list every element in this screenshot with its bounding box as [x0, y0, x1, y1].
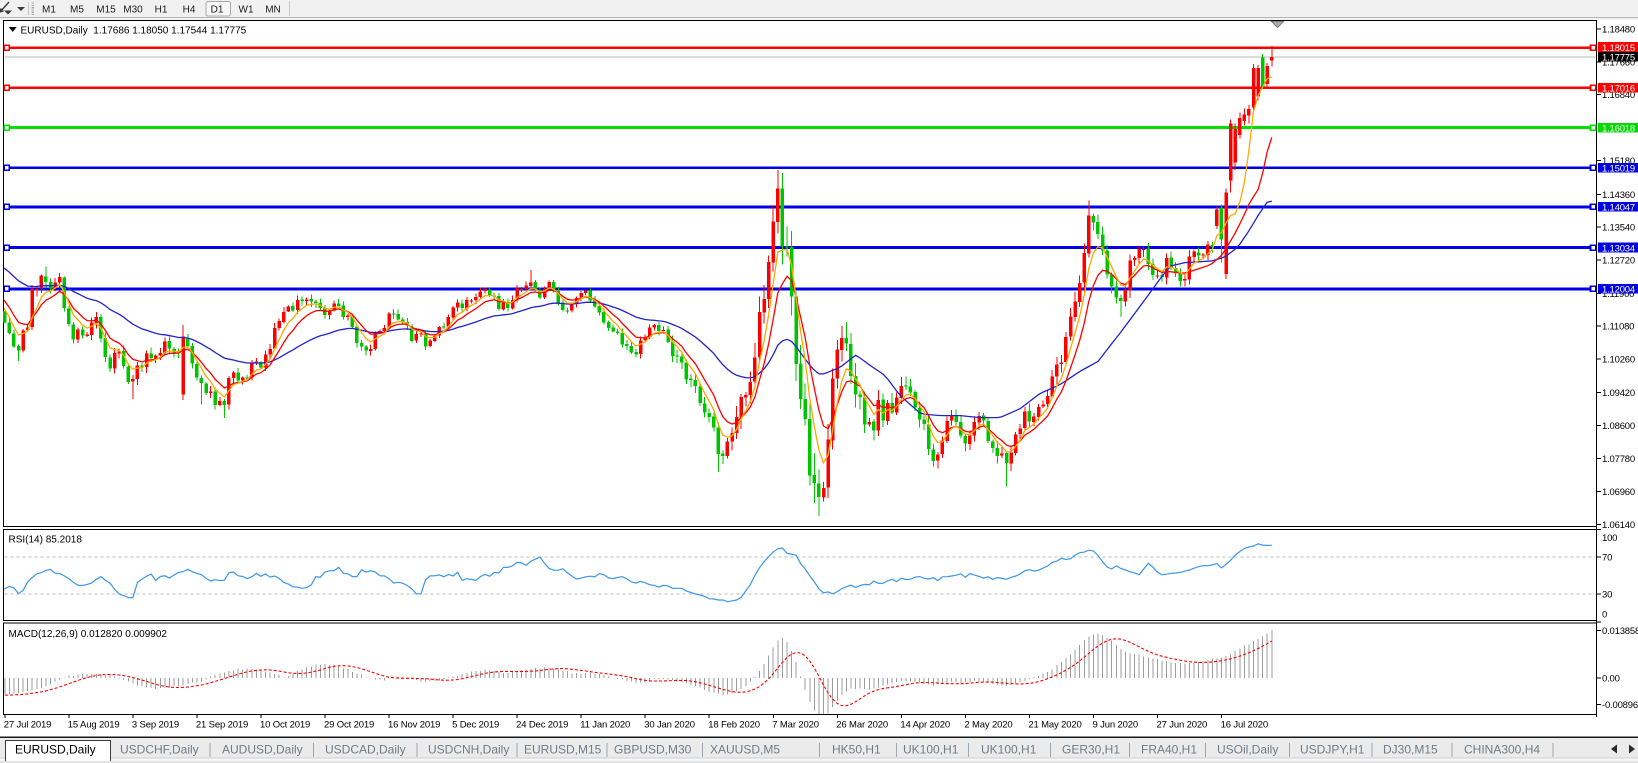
- svg-text:EURUSD,Daily: EURUSD,Daily: [15, 743, 96, 757]
- svg-text:1.13034: 1.13034: [1602, 243, 1635, 254]
- svg-text:USDCHF,Daily: USDCHF,Daily: [120, 743, 199, 757]
- svg-text:1.15180: 1.15180: [1602, 156, 1635, 167]
- svg-text:5 Dec 2019: 5 Dec 2019: [452, 720, 499, 731]
- svg-text:11 Jan 2020: 11 Jan 2020: [580, 720, 630, 731]
- svg-text:7 Mar 2020: 7 Mar 2020: [772, 720, 819, 731]
- svg-text:14 Apr 2020: 14 Apr 2020: [900, 720, 950, 731]
- svg-text:1.09420: 1.09420: [1602, 388, 1635, 399]
- svg-text:MN: MN: [265, 5, 281, 16]
- svg-text:-0.008968: -0.008968: [1602, 700, 1638, 711]
- svg-text:FRA40,H1: FRA40,H1: [1141, 743, 1197, 757]
- svg-text:27 Jul 2019: 27 Jul 2019: [4, 720, 51, 731]
- svg-text:1.06960: 1.06960: [1602, 487, 1635, 498]
- svg-text:M30: M30: [123, 5, 143, 16]
- svg-text:MACD(12,26,9) 0.012820 0.00990: MACD(12,26,9) 0.012820 0.009902: [9, 629, 168, 640]
- svg-text:1.17660: 1.17660: [1602, 57, 1635, 68]
- svg-text:UK100,H1: UK100,H1: [903, 743, 959, 757]
- svg-text:1.12004: 1.12004: [1602, 285, 1635, 296]
- svg-text:HK50,H1: HK50,H1: [832, 743, 881, 757]
- svg-text:1.17016: 1.17016: [1602, 83, 1635, 94]
- svg-text:EURUSD,Daily 1.17686 1.18050: EURUSD,Daily 1.17686 1.18050 1.17544 1.1…: [21, 26, 247, 37]
- svg-text:15 Aug 2019: 15 Aug 2019: [68, 720, 120, 731]
- svg-text:1.11080: 1.11080: [1602, 322, 1634, 333]
- svg-text:1.06140: 1.06140: [1602, 520, 1635, 531]
- svg-text:0.00: 0.00: [1602, 674, 1620, 685]
- svg-text:0: 0: [1602, 610, 1607, 621]
- svg-text:USDJPY,H1: USDJPY,H1: [1300, 743, 1365, 757]
- svg-text:M15: M15: [96, 5, 116, 16]
- svg-text:26 Mar 2020: 26 Mar 2020: [836, 720, 888, 731]
- svg-text:1.07780: 1.07780: [1602, 454, 1635, 465]
- svg-text:GER30,H1: GER30,H1: [1062, 743, 1120, 757]
- svg-text:GBPUSD,M30: GBPUSD,M30: [614, 743, 692, 757]
- svg-text:D1: D1: [211, 5, 224, 16]
- svg-text:DJ30,M15: DJ30,M15: [1383, 743, 1438, 757]
- svg-text:1.18480: 1.18480: [1602, 24, 1635, 35]
- svg-text:3 Sep 2019: 3 Sep 2019: [132, 720, 179, 731]
- svg-text:9 Jun 2020: 9 Jun 2020: [1093, 720, 1139, 731]
- svg-text:H4: H4: [183, 5, 196, 16]
- svg-text:1.14047: 1.14047: [1602, 203, 1635, 214]
- svg-text:EURUSD,M15: EURUSD,M15: [524, 743, 602, 757]
- svg-text:USOil,Daily: USOil,Daily: [1217, 743, 1278, 757]
- svg-text:M5: M5: [70, 5, 84, 16]
- svg-text:USDCNH,Daily: USDCNH,Daily: [428, 743, 509, 757]
- svg-text:1.18015: 1.18015: [1602, 43, 1635, 54]
- svg-text:0.013858: 0.013858: [1602, 626, 1638, 637]
- svg-text:2 May 2020: 2 May 2020: [964, 720, 1012, 731]
- svg-text:1.14360: 1.14360: [1602, 190, 1635, 201]
- svg-text:XAUUSD,M5: XAUUSD,M5: [710, 743, 780, 757]
- svg-text:UK100,H1: UK100,H1: [981, 743, 1037, 757]
- svg-text:CHINA300,H4: CHINA300,H4: [1464, 743, 1540, 757]
- svg-text:1.17775: 1.17775: [1602, 53, 1635, 64]
- svg-text:1.15019: 1.15019: [1602, 164, 1635, 175]
- svg-text:100: 100: [1602, 533, 1617, 544]
- svg-text:AUDUSD,Daily: AUDUSD,Daily: [222, 743, 303, 757]
- svg-text:USDCAD,Daily: USDCAD,Daily: [325, 743, 406, 757]
- svg-text:1.16840: 1.16840: [1602, 90, 1635, 101]
- svg-text:1.10260: 1.10260: [1602, 355, 1635, 366]
- svg-text:24 Dec 2019: 24 Dec 2019: [516, 720, 568, 731]
- svg-text:10 Oct 2019: 10 Oct 2019: [260, 720, 310, 731]
- svg-text:M1: M1: [42, 5, 56, 16]
- svg-text:16 Nov 2019: 16 Nov 2019: [388, 720, 440, 731]
- svg-text:27 Jun 2020: 27 Jun 2020: [1157, 720, 1208, 731]
- svg-text:1.12720: 1.12720: [1602, 256, 1635, 267]
- svg-text:H1: H1: [155, 5, 168, 16]
- svg-text:18 Feb 2020: 18 Feb 2020: [708, 720, 760, 731]
- svg-text:1.16018: 1.16018: [1602, 124, 1635, 135]
- svg-text:21 May 2020: 21 May 2020: [1028, 720, 1081, 731]
- svg-text:1.13540: 1.13540: [1602, 223, 1635, 234]
- svg-text:16 Jul 2020: 16 Jul 2020: [1221, 720, 1268, 731]
- svg-text:RSI(14) 85.2018: RSI(14) 85.2018: [9, 535, 83, 546]
- svg-text:1.11900: 1.11900: [1602, 289, 1634, 300]
- svg-text:21 Sep 2019: 21 Sep 2019: [196, 720, 248, 731]
- svg-text:W1: W1: [239, 5, 254, 16]
- svg-text:1.08600: 1.08600: [1602, 421, 1635, 432]
- svg-text:30: 30: [1602, 590, 1612, 601]
- svg-text:70: 70: [1602, 553, 1612, 564]
- svg-text:30 Jan 2020: 30 Jan 2020: [644, 720, 695, 731]
- svg-text:29 Oct 2019: 29 Oct 2019: [324, 720, 374, 731]
